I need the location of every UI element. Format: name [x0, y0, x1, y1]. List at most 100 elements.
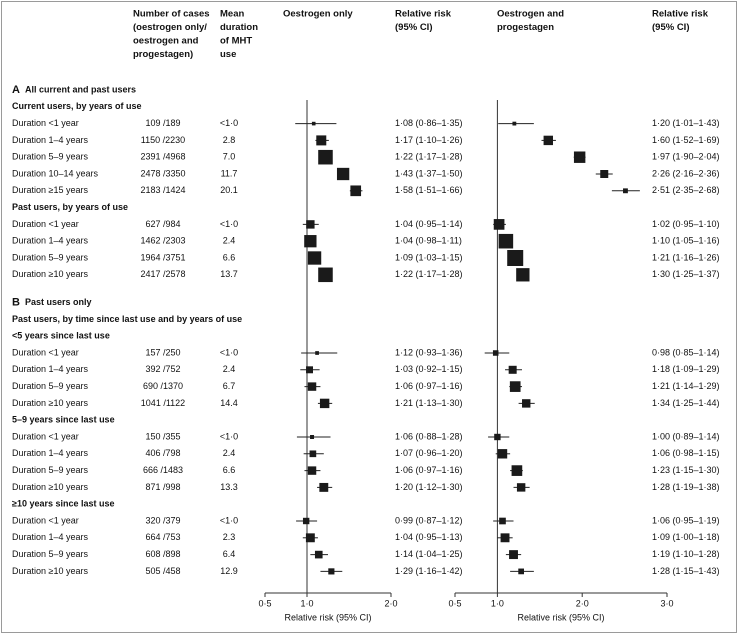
row-label: Duration 1–4 years [12, 448, 89, 458]
group-heading: Past users, by time since last use and b… [12, 314, 242, 324]
ci-label: 1·00 (0·89–1·14) [652, 431, 720, 441]
point-estimate [328, 568, 335, 575]
duration: 2.3 [223, 532, 236, 542]
duration: <1·0 [220, 515, 238, 525]
cases: 1041 /1122 [141, 398, 185, 408]
cases: 406 /798 [145, 448, 180, 458]
cases: 871 /998 [145, 482, 180, 492]
ci-label: 1·06 (0·97–1·16) [395, 465, 463, 475]
ci-label: 1·17 (1·10–1·26) [395, 135, 463, 145]
duration: 14.4 [220, 398, 238, 408]
row-label: Duration ≥10 years [12, 269, 88, 279]
cases: 608 /898 [145, 549, 180, 559]
group-heading: <5 years since last use [12, 331, 110, 341]
duration: <1·0 [220, 118, 238, 128]
x-tick-label: 0·5 [258, 598, 271, 608]
row-label: Duration ≥10 years [12, 482, 88, 492]
ci-label: 1·21 (1·14–1·29) [652, 381, 720, 391]
cases: 2417 /2578 [140, 269, 185, 279]
ci-label: 1·04 (0·98–1·11) [395, 236, 462, 246]
x-axis-label: Relative risk (95% CI) [517, 612, 604, 622]
point-estimate [499, 517, 506, 525]
column-header: Mean [220, 9, 244, 20]
ci-label: 1·21 (1·13–1·30) [395, 398, 463, 408]
duration: 2.8 [223, 135, 236, 145]
ci-label: 1·21 (1·16–1·26) [652, 252, 720, 262]
section-heading: All current and past users [25, 84, 136, 94]
ci-label: 1·06 (0·97–1·16) [395, 381, 463, 391]
column-header: Oestrogen only [283, 9, 353, 20]
duration: 13.3 [220, 482, 238, 492]
ci-label: 1·22 (1·17–1·28) [395, 152, 463, 162]
x-tick-label: 1·0 [300, 598, 313, 608]
ci-label: 1·12 (0·93–1·36) [395, 347, 463, 357]
point-estimate [623, 188, 628, 194]
cases: 2391 /4968 [140, 152, 185, 162]
ci-label: 1·14 (1·04–1·25) [395, 549, 463, 559]
ci-label: 1·28 (1·19–1·38) [652, 482, 720, 492]
column-header: oestrogen and [133, 36, 199, 47]
section-heading: Past users only [25, 297, 92, 307]
point-estimate [306, 366, 313, 374]
point-estimate [306, 220, 315, 229]
ci-label: 1·30 (1·25–1·37) [652, 269, 720, 279]
row-label: Duration <1 year [12, 118, 79, 128]
column-header: (oestrogen only/ [133, 22, 207, 33]
point-estimate [315, 351, 319, 355]
duration: 12.9 [220, 566, 238, 576]
column-header: Oestrogen and [497, 9, 564, 20]
point-estimate [319, 482, 329, 492]
ci-label: 1·34 (1·25–1·44) [652, 398, 720, 408]
ci-label: 1·43 (1·37–1·50) [395, 168, 463, 178]
duration: 2.4 [223, 236, 236, 246]
cases: 627 /984 [145, 219, 180, 229]
ci-label: 1·97 (1·90–2·04) [652, 152, 720, 162]
cases: 320 /379 [145, 515, 180, 525]
ci-label: 1·19 (1·10–1·28) [652, 549, 720, 559]
ci-label: 1·07 (0·96–1·20) [395, 448, 463, 458]
cases: 664 /753 [145, 532, 180, 542]
point-estimate [509, 381, 521, 392]
ci-label: 2·26 (2·16–2·36) [652, 168, 720, 178]
point-estimate [350, 185, 362, 197]
point-estimate [543, 135, 553, 146]
row-label: Duration <1 year [12, 515, 79, 525]
point-estimate [307, 251, 322, 265]
point-estimate [516, 483, 526, 492]
point-estimate [500, 533, 510, 543]
ci-label: 1·20 (1·12–1·30) [395, 482, 463, 492]
row-label: Duration 1–4 years [12, 364, 89, 374]
ci-label: 1·58 (1·51–1·66) [395, 185, 463, 195]
cases: 109 /189 [145, 118, 180, 128]
x-tick-label: 1·0 [491, 598, 504, 608]
ci-label: 1·60 (1·52–1·69) [652, 135, 720, 145]
row-label: Duration <1 year [12, 347, 79, 357]
ci-label: 1·03 (0·92–1·15) [395, 364, 463, 374]
row-label: Duration 10–14 years [12, 168, 99, 178]
column-header: progestagen [497, 22, 554, 33]
point-estimate [497, 449, 508, 459]
point-estimate [309, 450, 317, 458]
cases: 1150 /2230 [141, 135, 185, 145]
point-estimate [307, 466, 317, 475]
row-label: Duration 1–4 years [12, 135, 89, 145]
duration: 7.0 [223, 152, 236, 162]
point-estimate [573, 151, 586, 163]
point-estimate [311, 121, 316, 126]
cases: 150 /355 [145, 431, 180, 441]
point-estimate [600, 170, 609, 178]
cases: 2478 /3350 [140, 168, 185, 178]
section-letter: A [12, 84, 20, 96]
row-label: Duration ≥10 years [12, 566, 88, 576]
row-label: Duration 5–9 years [12, 152, 89, 162]
point-estimate [511, 465, 523, 476]
group-heading: Current users, by years of use [12, 101, 142, 111]
ci-label: 1·08 (0·86–1·35) [395, 118, 463, 128]
cases: 690 /1370 [143, 381, 183, 391]
x-tick-label: 0·5 [448, 598, 461, 608]
point-estimate [314, 550, 323, 559]
point-estimate [507, 250, 524, 266]
point-estimate [307, 382, 317, 391]
point-estimate [310, 435, 315, 439]
